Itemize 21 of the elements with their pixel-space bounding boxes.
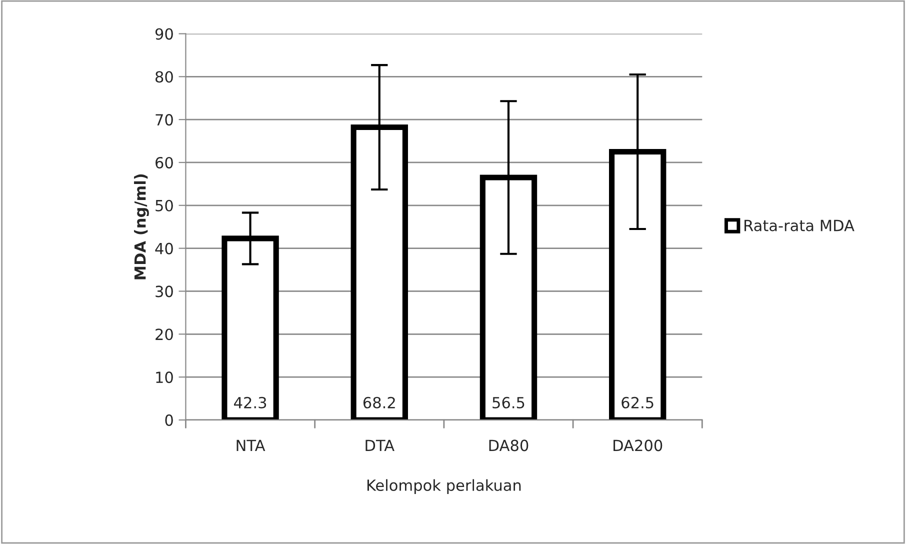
legend-label: Rata-rata MDA xyxy=(744,220,854,232)
y-tick-label: 30 xyxy=(156,286,173,298)
y-tick-label: 70 xyxy=(156,114,173,126)
y-tick-label: 20 xyxy=(156,328,173,340)
data-label: 42.3 xyxy=(234,396,266,408)
x-tick-label: DA200 xyxy=(614,440,662,452)
y-tick-label: 0 xyxy=(165,414,173,426)
y-tick-label: 60 xyxy=(156,156,173,168)
data-label: 62.5 xyxy=(622,396,654,408)
y-tick-label: 40 xyxy=(155,242,173,254)
x-tick-label: NTA xyxy=(236,440,266,452)
y-tick-label: 90 xyxy=(155,28,173,40)
data-label: 56.5 xyxy=(492,396,524,408)
x-tick-label: DA80 xyxy=(489,440,528,452)
y-tick-label: 50 xyxy=(156,200,173,212)
x-tick-label: DTA xyxy=(366,440,394,452)
y-tick-label: 10 xyxy=(156,372,173,384)
x-axis-title: Kelompok perlakuan xyxy=(367,479,521,494)
y-axis-title: MDA (ng/ml) xyxy=(134,174,149,280)
y-tick-label: 80 xyxy=(156,71,173,83)
data-label: 68.2 xyxy=(363,396,395,408)
